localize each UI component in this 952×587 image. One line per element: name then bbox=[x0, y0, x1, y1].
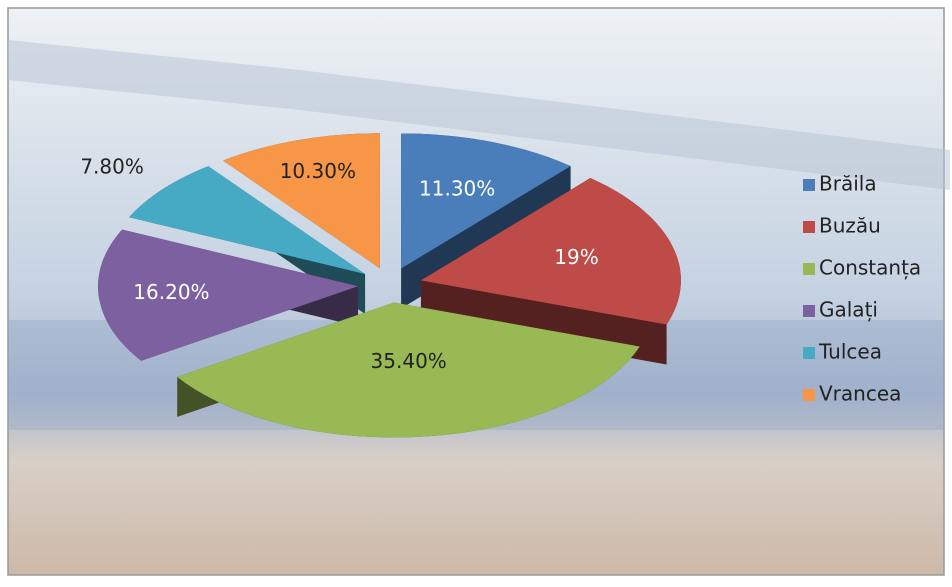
legend-swatch bbox=[803, 305, 815, 317]
data-label: 19% bbox=[554, 245, 598, 269]
data-label: 35.40% bbox=[371, 349, 447, 373]
slice bbox=[401, 133, 571, 269]
slice bbox=[129, 166, 366, 274]
legend-swatch bbox=[803, 389, 815, 401]
legend-label: Vrancea bbox=[819, 382, 901, 406]
data-label: 11.30% bbox=[419, 177, 495, 201]
slice bbox=[177, 302, 640, 438]
legend-label: Buzău bbox=[819, 214, 881, 238]
stadium-roof bbox=[8, 40, 950, 190]
slice bbox=[420, 178, 681, 325]
legend-label: Brăila bbox=[819, 172, 877, 196]
legend-label: Galați bbox=[819, 298, 878, 322]
legend-label: Tulcea bbox=[818, 340, 882, 364]
data-label: 16.20% bbox=[133, 280, 209, 304]
legend-swatch bbox=[803, 347, 815, 359]
legend-swatch bbox=[803, 179, 815, 191]
legend-label: Constanța bbox=[819, 256, 921, 280]
data-label: 10.30% bbox=[280, 159, 356, 183]
slice bbox=[223, 133, 380, 269]
legend-swatch bbox=[803, 221, 815, 233]
legend-swatch bbox=[803, 263, 815, 275]
slice bbox=[98, 229, 359, 361]
data-label: 7.80% bbox=[80, 155, 144, 179]
